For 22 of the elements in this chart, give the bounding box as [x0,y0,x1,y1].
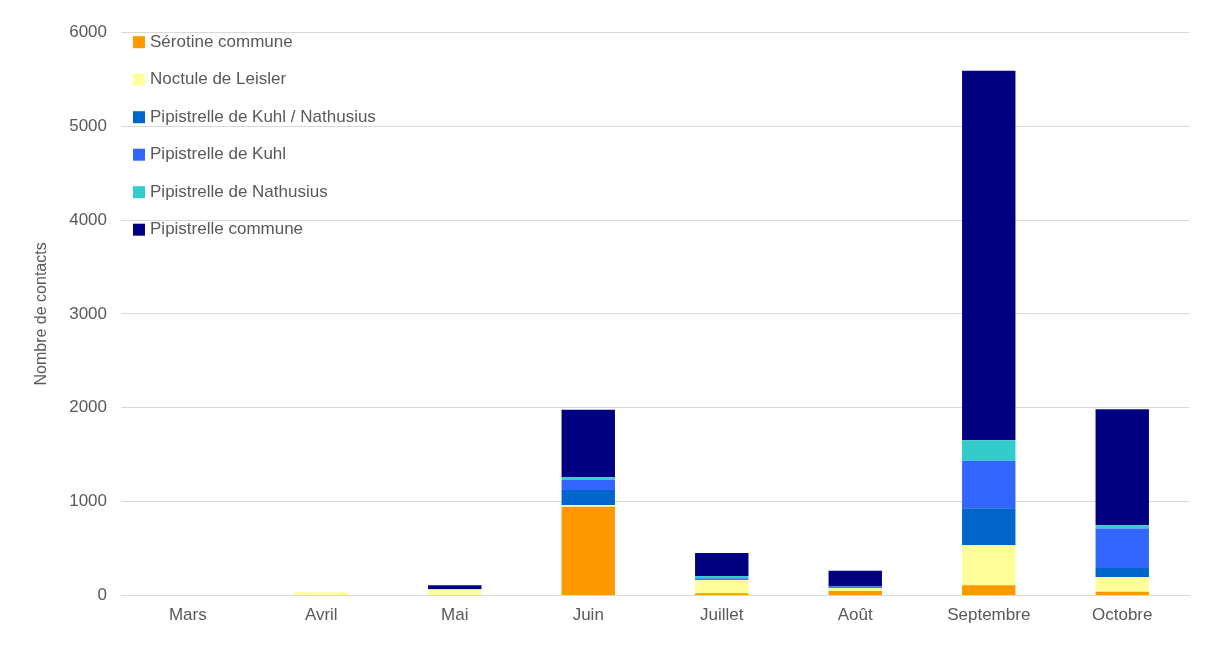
legend-label: Noctule de Leisler [150,69,287,89]
x-tick-label: Juin [572,605,604,625]
x-tick-label: Octobre [1092,605,1153,625]
x-tick-label: Septembre [947,605,1031,625]
y-tick-label: 5000 [69,115,108,135]
legend-label: Pipistrelle de Nathusius [150,181,328,201]
y-tick-label: 6000 [69,21,108,41]
legend-label: Pipistrelle de Kuhl [150,144,287,164]
y-tick-label: 4000 [69,209,108,229]
y-tick-label: 3000 [69,303,108,323]
y-tick-label: 1000 [69,491,108,511]
y-tick-label: 2000 [69,397,108,417]
y-axis-title: Nombre de contacts [32,242,50,386]
x-tick-label: Avril [304,605,338,625]
x-tick-label: Mars [168,605,207,625]
y-tick-label: 0 [97,585,108,605]
legend-label: Sérotine commune [150,31,293,51]
x-tick-label: Août [837,605,874,625]
legend-label: Pipistrelle de Kuhl / Nathusius [150,106,376,126]
x-tick-label: Juillet [700,605,744,625]
x-tick-label: Mai [441,605,469,625]
legend-label: Pipistrelle commune [150,219,304,239]
